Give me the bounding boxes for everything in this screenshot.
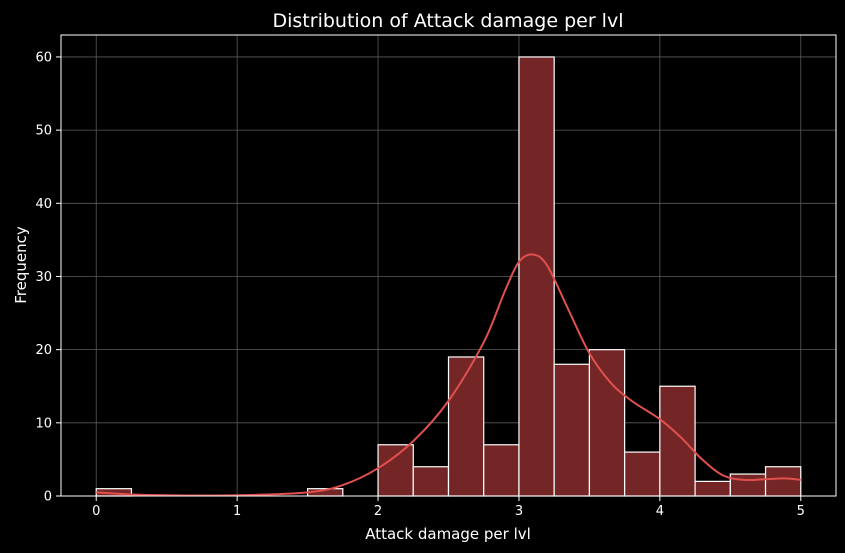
y-tick-label: 10 <box>35 416 52 431</box>
y-tick-label: 50 <box>35 124 52 139</box>
y-tick-label: 30 <box>35 270 52 285</box>
y-tick-label: 60 <box>35 50 52 65</box>
histogram-bar <box>447 356 485 497</box>
histogram-bar <box>377 444 414 497</box>
histogram-bar <box>659 385 696 497</box>
x-ticks: 0 1 2 3 4 5 <box>92 496 805 519</box>
kde-curve <box>96 253 801 497</box>
x-tick-label: 4 <box>656 504 664 519</box>
grid <box>61 35 836 497</box>
histogram-bar <box>518 56 555 497</box>
histogram-bar <box>412 466 450 497</box>
plot-frame <box>60 34 837 497</box>
histogram-bar <box>483 444 520 497</box>
x-axis-label: Attack damage per lvl <box>365 525 531 543</box>
histogram-bar <box>729 473 767 497</box>
y-ticks: 0 10 20 30 40 50 60 <box>35 50 61 505</box>
x-tick-label: 0 <box>92 504 100 519</box>
y-tick-label: 20 <box>35 343 52 358</box>
x-tick-label: 2 <box>374 504 382 519</box>
histogram-bar <box>553 363 591 497</box>
x-tick-label: 1 <box>233 504 241 519</box>
histogram-bar <box>764 466 802 497</box>
chart-title: Distribution of Attack damage per lvl <box>273 10 624 32</box>
y-tick-label: 0 <box>44 490 52 505</box>
histogram-bar <box>588 349 626 497</box>
histogram-bar <box>624 451 661 497</box>
y-axis-label: Frequency <box>12 226 30 304</box>
x-tick-label: 3 <box>515 504 523 519</box>
x-tick-label: 5 <box>797 504 805 519</box>
y-tick-label: 40 <box>35 197 52 212</box>
kde <box>96 253 801 497</box>
histogram-bar <box>694 480 731 497</box>
